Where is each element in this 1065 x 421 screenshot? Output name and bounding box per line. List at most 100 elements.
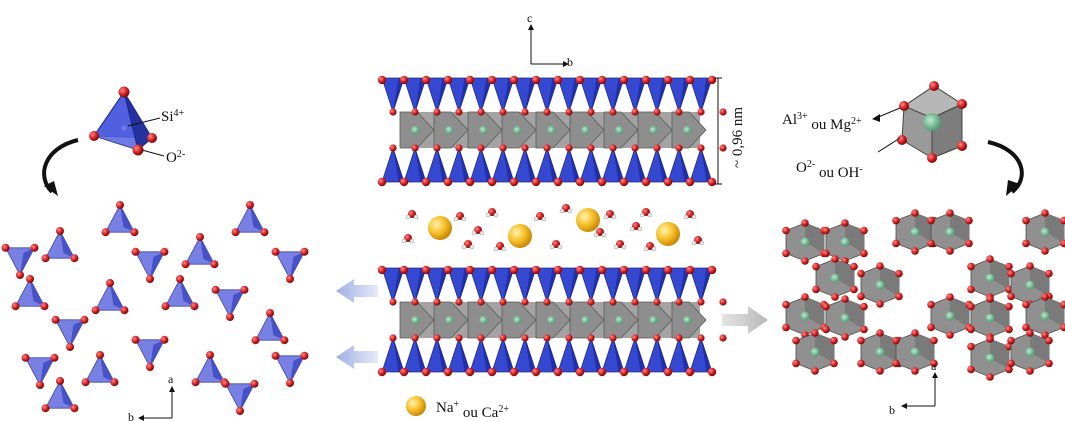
tetrahedron-shade [459, 338, 470, 372]
octahedral-cation [910, 347, 920, 357]
octahedron-shade [990, 299, 1009, 330]
oxygen-atom [631, 334, 639, 342]
octahedral-cation [683, 316, 692, 324]
octahedral-cation [1025, 347, 1035, 357]
oxygen-atom [66, 343, 74, 351]
oxygen-atom [675, 144, 683, 152]
octahedral-cation [985, 273, 995, 283]
oxygen-atom [1022, 323, 1030, 332]
oxygen-atom [531, 177, 541, 187]
octahedral-cation [479, 316, 488, 324]
oxygen-atom [1005, 325, 1013, 334]
o-oh-label: O2- ou OH- [796, 159, 863, 182]
water-hydrogen [621, 244, 627, 250]
oxygen-atom [697, 144, 705, 152]
cation [428, 216, 452, 240]
tetrahedron-shade [20, 247, 35, 275]
oxygen-atom [377, 265, 387, 275]
oxygen-atom [927, 239, 935, 248]
oxygen-atom [927, 323, 935, 332]
oxygen-atom [587, 298, 595, 306]
oxygen-atom [895, 292, 903, 301]
oxygen-atom [196, 233, 204, 241]
oxygen-atom [830, 336, 838, 345]
oxygen-atom [597, 265, 607, 275]
water-hydrogen [549, 244, 555, 250]
oxygen-atom [70, 254, 79, 263]
tetrahedron-shade [525, 338, 536, 372]
legend [406, 396, 426, 416]
oxygen-atom [986, 335, 994, 343]
tetrahedron-shade [100, 355, 115, 383]
oxygen-atom [455, 334, 463, 342]
tetrahedron-shade [525, 148, 536, 182]
oxygen-atom [575, 265, 585, 275]
oxygen-atom [1026, 329, 1034, 337]
tetrahedron-shade [569, 148, 580, 182]
water-hydrogen [691, 214, 697, 220]
tetrahedron-shade [591, 148, 602, 182]
oxygen-atom [1005, 302, 1013, 311]
oxygen-atom [487, 177, 497, 187]
octahedral-cation [945, 311, 955, 321]
oxygen-atom [499, 334, 507, 342]
oxygen-atom [812, 285, 820, 294]
oxygen-atom [911, 247, 919, 255]
tetrahedron-shade [635, 78, 646, 112]
oxygen-atom [597, 177, 607, 187]
water-hydrogen [471, 230, 477, 236]
oxygen-atom [967, 302, 975, 311]
octahedron-shade [815, 333, 834, 364]
oxygen-atom [30, 243, 39, 252]
water-hydrogen [559, 208, 565, 214]
water-hydrogen [629, 226, 635, 232]
tetrahedron-shade [547, 338, 558, 372]
oxygen-atom [841, 295, 849, 303]
oxygen-atom [421, 265, 431, 275]
oxygen-atom [911, 329, 919, 337]
oxygen-atom [857, 292, 865, 301]
oxygen-atom [986, 295, 994, 303]
oxygen-atom [70, 404, 79, 413]
oxygen-atom [531, 367, 541, 377]
tetrahedron-shade [415, 268, 426, 302]
arrow-to-tetrahedral-sheet-2 [336, 345, 378, 369]
oxygen-atom [860, 302, 868, 311]
oxygen-atom [260, 228, 269, 237]
oxygen-atom [26, 275, 34, 283]
tetrahedron-shade [459, 268, 470, 302]
oxygen-atom [609, 108, 617, 116]
water-hydrogen [405, 214, 411, 220]
octahedral-cation [513, 126, 522, 134]
oxygen-atom [487, 367, 497, 377]
oxygen-atom [822, 226, 830, 235]
oxygen-atom [565, 334, 573, 342]
oxygen-atom [280, 336, 289, 345]
oxygen-atom [553, 367, 563, 377]
oxygen-atom [160, 247, 169, 256]
oxygen-atom [120, 306, 129, 315]
octahedral-cation [445, 316, 454, 324]
oxygen-atom [521, 144, 529, 152]
oxygen-atom [553, 75, 563, 85]
tetrahedron-shade [437, 338, 448, 372]
oxygen-atom [782, 323, 790, 332]
oxygen-atom [433, 334, 441, 342]
water-hydrogen [413, 214, 419, 220]
octahedron-shade [915, 333, 934, 364]
oxygen-atom [857, 359, 865, 368]
oxygen-atom [801, 219, 809, 227]
oxygen-atom [707, 177, 717, 187]
oxygen-atom [421, 75, 431, 85]
octahedron-shade [835, 259, 854, 290]
oxygen-atom [831, 293, 839, 301]
tetrahedron-shade [569, 338, 580, 372]
oxygen-atom [1007, 292, 1015, 301]
oxygen-atom [631, 108, 639, 116]
oxygen-atom [619, 75, 629, 85]
water-hydrogen [479, 230, 485, 236]
oxygen-atom [389, 298, 397, 306]
tetrahedron-shade [393, 338, 404, 372]
oxygen-atom [1045, 269, 1053, 278]
